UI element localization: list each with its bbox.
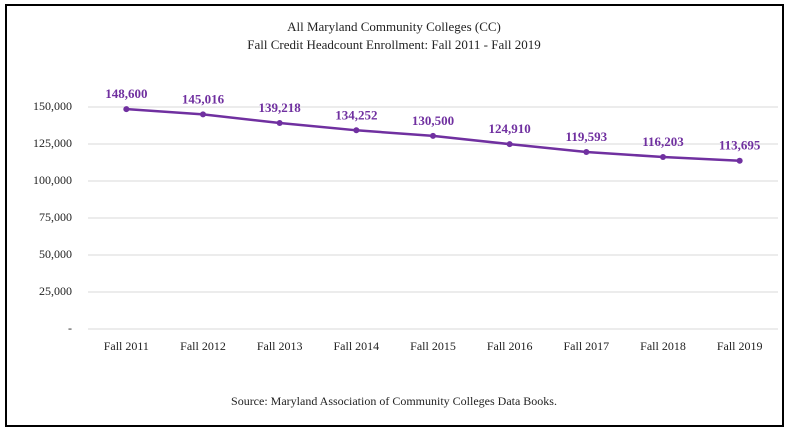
data-point [276,119,283,126]
y-tick-label: 25,000 [39,284,72,298]
data-point [736,157,743,164]
x-tick-label: Fall 2015 [410,339,456,353]
x-tick-label: Fall 2019 [717,339,763,353]
y-tick-label: 150,000 [33,99,72,113]
y-tick-label: 125,000 [33,136,72,150]
y-tick-label: - [68,321,72,335]
x-tick-label: Fall 2016 [487,339,533,353]
data-point [200,111,206,118]
data-label: 113,695 [719,138,761,153]
data-label: 145,016 [182,91,225,106]
data-point [506,141,513,148]
data-point [123,106,130,113]
source-note: Source: Maryland Association of Communit… [231,394,557,408]
data-label: 130,500 [412,113,454,128]
x-tick-label: Fall 2013 [257,339,303,353]
x-tick-label: Fall 2011 [104,339,149,353]
data-label: 139,218 [259,100,302,115]
data-label: 119,593 [566,129,608,144]
y-tick-label: 100,000 [33,173,72,187]
chart-title: All Maryland Community Colleges (CC) [287,19,501,34]
x-tick-label: Fall 2017 [563,339,609,353]
chart-subtitle: Fall Credit Headcount Enrollment: Fall 2… [247,37,540,52]
chart-border [5,4,784,427]
data-label: 124,910 [489,121,531,136]
data-label: 134,252 [335,107,377,122]
x-tick-label: Fall 2014 [333,339,379,353]
data-label: 148,600 [105,86,147,101]
data-label: 116,203 [642,134,684,149]
data-point [583,149,590,156]
x-tick-label: Fall 2018 [640,339,686,353]
y-tick-label: 75,000 [39,210,72,224]
data-point [430,132,436,139]
data-point [660,154,666,161]
y-tick-label: 50,000 [39,247,72,261]
data-point [353,127,360,134]
x-tick-label: Fall 2012 [180,339,226,353]
